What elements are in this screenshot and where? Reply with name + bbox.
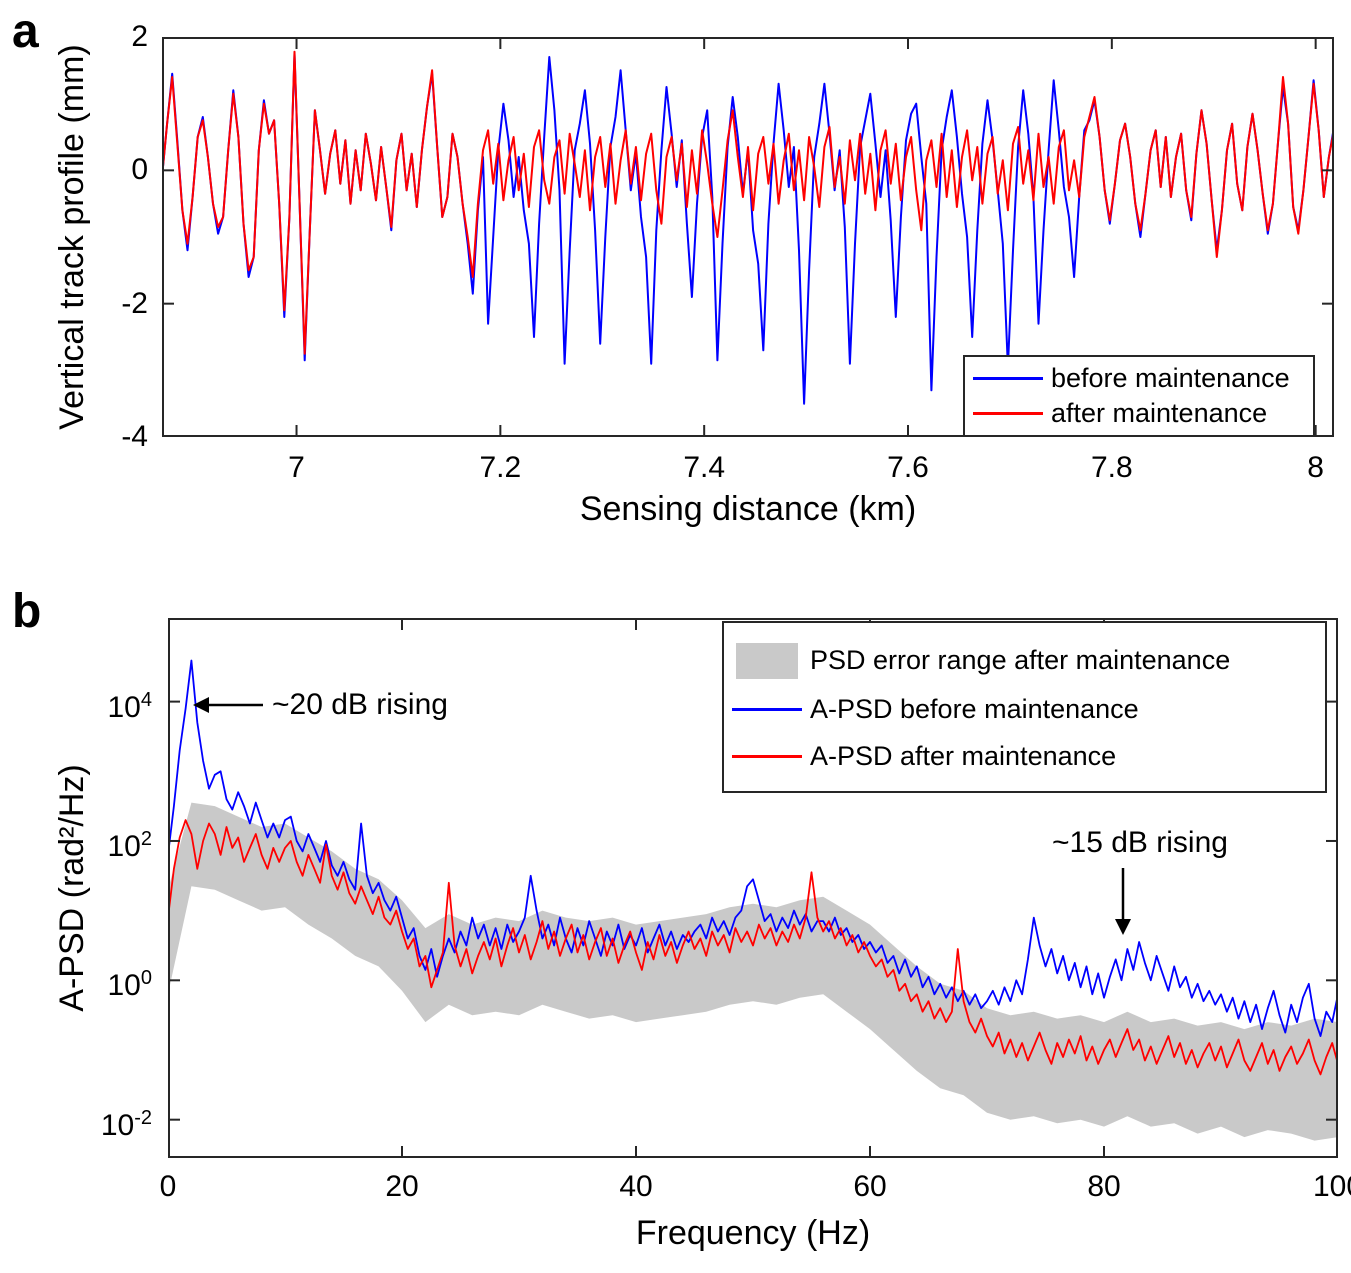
panel-b-x-axis-label: Frequency (Hz) [635, 1214, 871, 1252]
panel-a-y-tick-label: -2 [121, 286, 148, 320]
ytick-base: 10 [107, 969, 141, 1003]
panel-a-legend: before maintenance after maintenance [963, 355, 1315, 437]
panel-a-x-tick-label: 7.8 [1090, 451, 1133, 484]
panel-b-x-tick-label: 20 [385, 1170, 419, 1203]
panel-a-x-tick-label: 7 [288, 451, 305, 484]
panel-b-legend: PSD error range after maintenance A-PSD … [722, 621, 1327, 793]
legend-item-apsd-after: A-PSD after maintenance [724, 741, 1325, 772]
panel-a-y-tick-label: 0 [131, 153, 148, 187]
panel-a-x-tick-label: 7.4 [683, 451, 726, 484]
ytick-exponent: -2 [134, 1106, 152, 1129]
panel-b-y-tick-label: 102 [40, 822, 153, 864]
legend-item-before-maintenance: before maintenance [965, 363, 1313, 394]
panel-b-x-tick-label: 80 [1087, 1170, 1121, 1203]
panel-a-y-tick-label: -4 [121, 420, 148, 453]
arrow-down-icon [1115, 868, 1131, 935]
ytick-base: 10 [100, 1108, 135, 1142]
after-maintenance-line [162, 50, 1334, 355]
panel-a-x-tick-label: 8 [1307, 451, 1324, 484]
panel-a-y-tick-label: 2 [131, 20, 148, 53]
annotation-15db-rising: ~15 dB rising [1052, 826, 1228, 859]
A-PSD-before-maintenance-line [168, 659, 1338, 1038]
psd-error-band [168, 802, 1338, 1141]
panel-b-x-tick-label: 0 [159, 1170, 177, 1203]
legend-label: before maintenance [1051, 363, 1290, 393]
legend-label: A-PSD before maintenance [810, 694, 1139, 724]
legend-label: PSD error range after maintenance [810, 645, 1231, 675]
panel-b-x-tick-label: 100 [1312, 1170, 1351, 1203]
panel-a-letter: a [12, 5, 39, 58]
legend-label: A-PSD after maintenance [810, 740, 1117, 771]
before-maintenance-line [162, 52, 1334, 405]
panel-a-x-tick-label: 7.2 [479, 451, 522, 484]
ytick-exponent: 4 [140, 688, 152, 711]
after-maintenance-line-sample-icon [973, 412, 1043, 415]
panel-b-y-tick-label: 104 [40, 683, 153, 725]
legend-item-apsd-before: A-PSD before maintenance [724, 694, 1325, 725]
panel-b-x-tick-label: 60 [853, 1170, 887, 1203]
panel-a-x-tick-label: 7.6 [887, 451, 929, 484]
psd-error-band-swatch-icon [736, 642, 798, 679]
legend-item-after-maintenance: after maintenance [965, 398, 1313, 429]
annotation-20db-rising: ~20 dB rising [272, 688, 448, 721]
panel-b-y-tick-label: 10-2 [40, 1101, 152, 1143]
arrow-left-icon [193, 697, 263, 713]
A-PSD-after-maintenance-line [168, 819, 1338, 1076]
apsd-after-line-sample-icon [732, 754, 802, 758]
ytick-exponent: 2 [140, 827, 152, 850]
ytick-base: 10 [107, 690, 141, 724]
apsd-before-line-sample-icon [732, 708, 802, 711]
panel-b-y-tick-label: 100 [40, 961, 153, 1003]
ytick-base: 10 [107, 829, 141, 863]
legend-item-psd-error-range: PSD error range after maintenance [724, 642, 1325, 679]
panel-b-plot [168, 618, 1338, 1158]
panel-b-letter: b [12, 585, 42, 638]
panel-b-x-tick-label: 40 [619, 1170, 653, 1203]
before-maintenance-line-sample-icon [973, 377, 1043, 380]
legend-label: after maintenance [1051, 398, 1268, 428]
panel-a-x-axis-label: Sensing distance (km) [579, 490, 917, 528]
ytick-exponent: 0 [140, 967, 152, 990]
